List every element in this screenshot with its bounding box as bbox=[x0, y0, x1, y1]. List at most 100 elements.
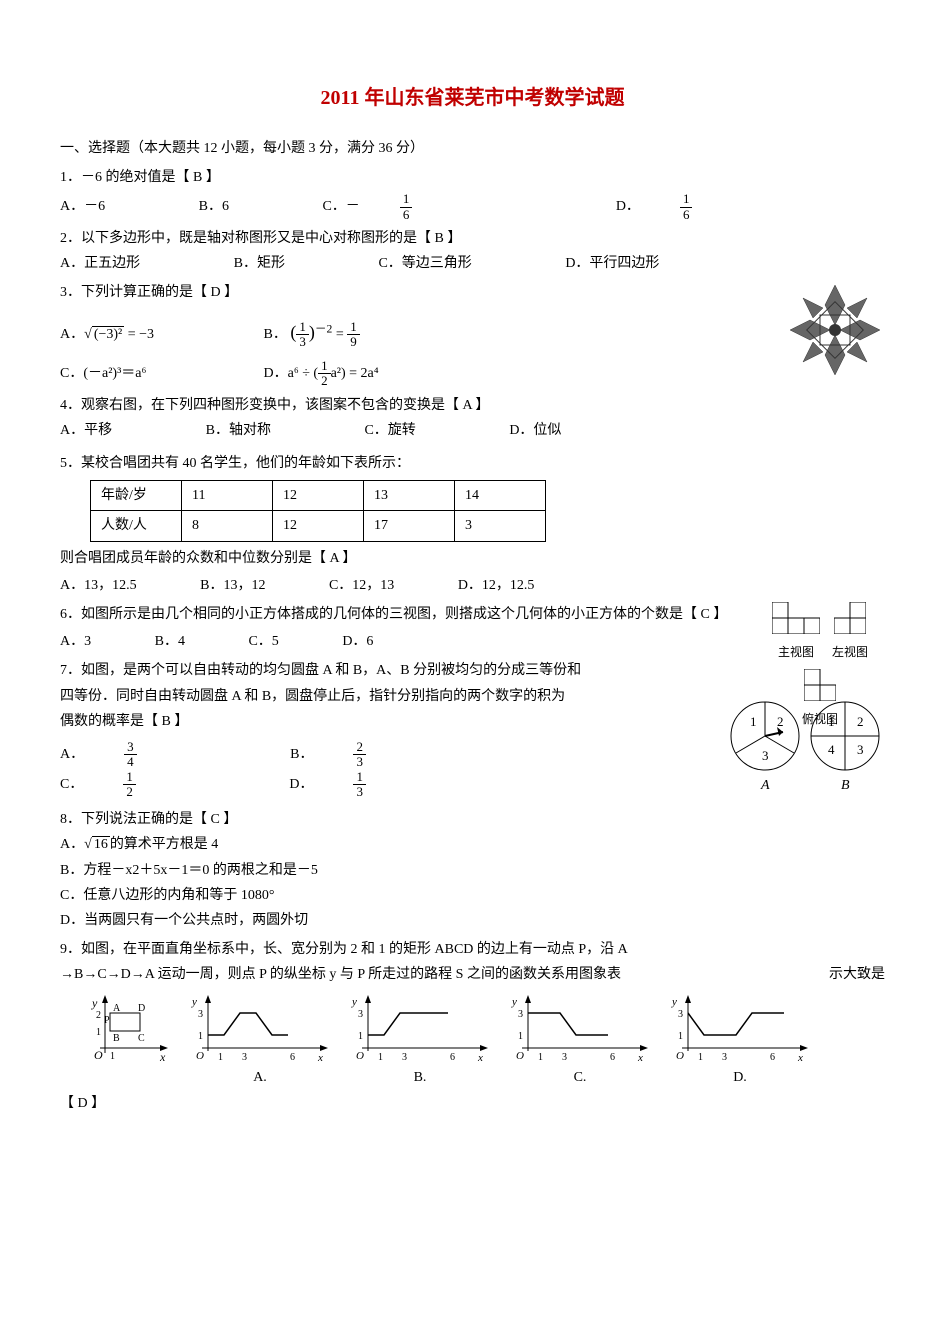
svg-text:1: 1 bbox=[750, 714, 757, 729]
svg-text:3: 3 bbox=[402, 1052, 407, 1063]
q8-C: C．任意八边形的内角和等于 1080° bbox=[60, 883, 885, 908]
q2-options: A．正五边形 B．矩形 C．等边三角形 D．平行四边形 bbox=[60, 251, 885, 276]
svg-text:3: 3 bbox=[857, 742, 864, 757]
svg-text:x: x bbox=[637, 1052, 643, 1063]
q2-C: C．等边三角形 bbox=[378, 251, 471, 276]
question-3: 3．下列计算正确的是【 D 】 A．√(−3)² = −3 B． (13)－2 … bbox=[60, 280, 885, 388]
q4-B: B．轴对称 bbox=[206, 418, 271, 443]
q7-B: B．23 bbox=[290, 740, 446, 770]
svg-text:1: 1 bbox=[358, 1031, 363, 1042]
svg-text:P: P bbox=[104, 1015, 110, 1026]
svg-text:x: x bbox=[317, 1052, 323, 1063]
q8-B: B．方程－x2＋5x－1＝0 的两根之和是－5 bbox=[60, 858, 885, 883]
q6-B: B．4 bbox=[155, 629, 185, 654]
question-6: 6．如图所示是由几个相同的小正方体搭成的几何体的三视图，则搭成这个几何体的小正方… bbox=[60, 602, 885, 654]
svg-text:y: y bbox=[191, 996, 197, 1008]
svg-text:1: 1 bbox=[96, 1027, 101, 1038]
svg-text:3: 3 bbox=[518, 1009, 523, 1020]
spinners-figure: 1 2 3 A 1 2 3 4 B bbox=[725, 694, 885, 803]
svg-text:6: 6 bbox=[610, 1052, 615, 1063]
svg-text:2: 2 bbox=[777, 714, 784, 729]
q7-A: A．34 bbox=[60, 740, 217, 770]
q9-label-D: D. bbox=[670, 1065, 810, 1090]
svg-text:1: 1 bbox=[538, 1052, 543, 1063]
svg-text:O: O bbox=[94, 1048, 103, 1062]
question-5: 5．某校合唱团共有 40 名学生，他们的年龄如下表所示： 年龄/岁1112131… bbox=[60, 451, 885, 598]
q5-options: A．13，12.5 B．13，12 C．12，13 D．12，12.5 bbox=[60, 573, 885, 598]
q9-label-A: A. bbox=[190, 1065, 330, 1090]
q1-A: A．－6 bbox=[60, 194, 105, 219]
svg-text:C: C bbox=[138, 1033, 145, 1044]
q5-B: B．13，12 bbox=[200, 573, 265, 598]
svg-text:2: 2 bbox=[857, 714, 864, 729]
svg-text:2: 2 bbox=[96, 1010, 101, 1021]
q9-graph-c-icon: yxO 13 136 bbox=[510, 993, 650, 1063]
spinner-b-icon: 1 2 3 4 B bbox=[811, 702, 879, 793]
q6-A: A．3 bbox=[60, 629, 91, 654]
q1-stem: 1．－6 的绝对值是【 B 】 bbox=[60, 165, 885, 190]
svg-text:3: 3 bbox=[722, 1052, 727, 1063]
q5-C: C．12，13 bbox=[329, 573, 394, 598]
q7-C: C．12 bbox=[60, 770, 216, 800]
svg-text:3: 3 bbox=[358, 1009, 363, 1020]
q8-stem: 8．下列说法正确的是【 C 】 bbox=[60, 807, 885, 832]
svg-text:6: 6 bbox=[770, 1052, 775, 1063]
svg-text:y: y bbox=[671, 996, 677, 1008]
q5-D: D．12，12.5 bbox=[458, 573, 535, 598]
q3-B: B． (13)－2 = 19 bbox=[264, 316, 360, 350]
q9-label-B: B. bbox=[350, 1065, 490, 1090]
q5-A: A．13，12.5 bbox=[60, 573, 137, 598]
q6-options: A．3 B．4 C．5 D．6 bbox=[60, 629, 885, 654]
svg-text:y: y bbox=[91, 996, 98, 1010]
question-1: 1．－6 的绝对值是【 B 】 A．－6 B．6 C．－16 D．16 bbox=[60, 165, 885, 222]
q4-C: C．旋转 bbox=[364, 418, 415, 443]
svg-text:1: 1 bbox=[678, 1031, 683, 1042]
q9-label-C: C. bbox=[510, 1065, 650, 1090]
q3-D: D．a⁶ ÷ (12a²) = 2a⁴ bbox=[264, 359, 379, 389]
table-row: 人数/人812173 bbox=[91, 511, 546, 541]
svg-text:y: y bbox=[351, 996, 357, 1008]
q3-stem: 3．下列计算正确的是【 D 】 bbox=[60, 280, 885, 305]
q2-A: A．正五边形 bbox=[60, 251, 140, 276]
svg-text:1: 1 bbox=[110, 1051, 115, 1062]
svg-text:O: O bbox=[356, 1050, 364, 1062]
q1-options: A．－6 B．6 C．－16 D．16 bbox=[60, 192, 885, 222]
svg-text:x: x bbox=[159, 1050, 166, 1063]
q5-table: 年龄/岁11121314 人数/人812173 bbox=[90, 480, 546, 541]
svg-text:1: 1 bbox=[828, 714, 835, 729]
section-header: 一、选择题（本大题共 12 小题，每小题 3 分，满分 36 分） bbox=[60, 136, 885, 161]
q9-rect-icon: y x O AD BC P 2 1 1 bbox=[90, 993, 170, 1063]
svg-text:3: 3 bbox=[678, 1009, 683, 1020]
page-title: 2011 年山东省莱芜市中考数学试题 bbox=[60, 80, 885, 116]
svg-text:1: 1 bbox=[218, 1052, 223, 1063]
svg-text:x: x bbox=[797, 1052, 803, 1063]
svg-text:1: 1 bbox=[198, 1031, 203, 1042]
q4-A: A．平移 bbox=[60, 418, 112, 443]
q5-stem: 5．某校合唱团共有 40 名学生，他们的年龄如下表所示： bbox=[60, 451, 885, 476]
q4-options: A．平移 B．轴对称 C．旋转 D．位似 bbox=[60, 418, 885, 443]
q1-C: C．－16 bbox=[322, 192, 492, 222]
q3-C: C．(－a²)³＝a⁶ bbox=[60, 361, 260, 386]
svg-text:1: 1 bbox=[698, 1052, 703, 1063]
q8-D: D．当两圆只有一个公共点时，两圆外切 bbox=[60, 908, 885, 933]
q9-graph-b-icon: yxO 13 136 bbox=[350, 993, 490, 1063]
question-8: 8．下列说法正确的是【 C 】 A．√16的算术平方根是 4 B．方程－x2＋5… bbox=[60, 807, 885, 933]
question-4: 4．观察右图，在下列四种图形变换中，该图案不包含的变换是【 A 】 A．平移 B… bbox=[60, 393, 885, 443]
svg-text:O: O bbox=[676, 1050, 684, 1062]
svg-text:O: O bbox=[196, 1050, 204, 1062]
q3-row1: A．√(−3)² = −3 B． (13)－2 = 19 bbox=[60, 316, 885, 350]
question-2: 2．以下多边形中，既是轴对称图形又是中心对称图形的是【 B 】 A．正五边形 B… bbox=[60, 226, 885, 276]
q9-stem2: →B→C→D→A 运动一周，则点 P 的纵坐标 y 与 P 所走过的路程 S 之… bbox=[60, 962, 885, 987]
q7-stem1: 7．如图，是两个可以自由转动的均匀圆盘 A 和 B，A、B 分别被均匀的分成三等… bbox=[60, 658, 885, 683]
q1-D: D．16 bbox=[616, 192, 773, 222]
svg-text:3: 3 bbox=[762, 748, 769, 763]
svg-text:4: 4 bbox=[828, 742, 835, 757]
q9-answer: 【 D 】 bbox=[60, 1091, 885, 1116]
q2-D: D．平行四边形 bbox=[565, 251, 659, 276]
svg-text:A: A bbox=[760, 778, 770, 793]
svg-text:1: 1 bbox=[378, 1052, 383, 1063]
q2-stem: 2．以下多边形中，既是轴对称图形又是中心对称图形的是【 B 】 bbox=[60, 226, 885, 251]
q6-stem: 6．如图所示是由几个相同的小正方体搭成的几何体的三视图，则搭成这个几何体的小正方… bbox=[60, 602, 885, 627]
svg-text:B: B bbox=[841, 778, 850, 793]
svg-text:B: B bbox=[113, 1033, 120, 1044]
